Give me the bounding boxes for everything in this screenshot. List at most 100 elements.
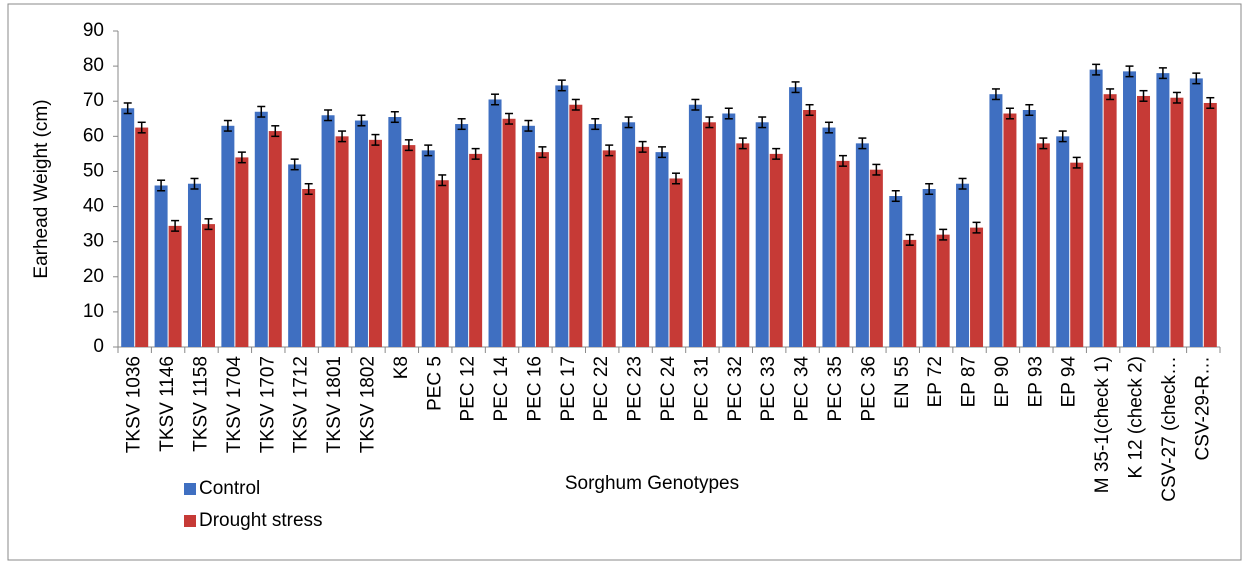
bar [970,227,984,347]
bar [154,185,168,347]
x-tick-label: PEC 24 [658,356,679,422]
bar [1203,102,1217,347]
x-tick-label: TKSV 1146 [157,356,178,452]
bar [602,150,616,347]
x-tick-label: K 12 (check 2) [1126,356,1147,479]
bar [402,145,416,347]
y-tick-label: 0 [93,336,104,357]
bar [903,239,917,347]
bar [755,122,769,348]
bar [235,157,249,347]
x-tick-label: PEC 36 [858,356,879,421]
bar [302,189,316,347]
x-tick-label: CSV-29-R… [1192,356,1213,461]
bar [168,225,182,347]
bar [435,180,449,347]
bar [889,196,903,347]
y-tick-label: 90 [83,20,104,41]
bar [736,143,750,347]
x-tick-label: TKSV 1158 [191,356,212,452]
x-tick-label: PEC 23 [625,356,646,421]
x-tick-label: K8 [391,356,412,379]
y-tick-label: 80 [83,55,104,76]
legend-swatch [184,515,196,527]
y-tick-label: 10 [83,301,104,322]
x-tick-label: CSV-27 (check… [1159,356,1180,502]
bar [488,99,502,347]
bar [569,104,583,347]
y-tick-label: 40 [83,196,104,217]
bar [1170,97,1184,347]
bar [803,110,817,347]
x-tick-label: PEC 33 [758,356,779,421]
bar [201,224,215,347]
bar [502,118,516,348]
bar [268,131,282,347]
bar [1137,95,1151,347]
bar [1103,94,1117,347]
y-tick-label: 60 [83,125,104,146]
bar [335,136,349,347]
bar [254,111,268,347]
x-tick-label: TKSV 1802 [357,356,378,453]
bar [469,153,483,347]
bar [121,108,135,347]
bar [702,122,716,348]
x-tick-label: PEC 31 [691,356,712,421]
x-tick-label: EN 55 [892,356,913,409]
bar [1123,71,1137,347]
bar [368,139,382,347]
bar [288,164,302,347]
x-tick-label: M 35-1(check 1) [1092,356,1113,493]
x-tick-label: PEC 12 [458,356,479,421]
x-tick-label: PEC 34 [792,356,813,422]
bar [455,124,469,348]
bar [421,150,435,347]
legend-swatch [184,483,196,495]
bar [1089,69,1103,347]
x-tick-label: TKSV 1036 [124,356,145,453]
x-tick-label: EP 93 [1025,356,1046,407]
x-tick-label: EP 87 [959,356,980,407]
x-tick-label: PEC 22 [591,356,612,421]
y-tick-label: 70 [83,90,104,111]
bar [822,127,836,347]
x-tick-label: EP 90 [992,356,1013,407]
bar [989,94,1003,347]
legend-label: Drought stress [199,510,323,531]
bar [588,124,602,348]
bar [869,169,883,347]
bar [1189,78,1203,348]
y-tick-label: 50 [83,160,104,181]
bar [769,153,783,347]
bar [622,122,636,348]
bar [521,125,535,347]
legend-label: Control [199,478,260,499]
bar [855,143,869,347]
x-tick-label: TKSV 1801 [324,356,345,453]
x-axis-title: Sorghum Genotypes [565,473,739,494]
x-tick-label: TKSV 1712 [291,356,312,453]
bar [321,115,335,348]
bar [688,104,702,347]
x-tick-label: PEC 35 [825,356,846,421]
x-tick-label: PEC 16 [524,356,545,421]
bar [221,125,235,347]
y-tick-label: 20 [83,266,104,287]
bar [354,120,368,348]
bar [535,152,549,347]
bar [1156,73,1170,347]
bar [836,160,850,347]
x-tick-label: EP 94 [1059,356,1080,408]
y-axis-title: Earhead Weight (cm) [31,99,52,278]
x-tick-label: TKSV 1707 [257,356,278,453]
bar [1056,136,1070,347]
bar [636,146,650,347]
y-tick-label: 30 [83,231,104,252]
bar [388,117,402,348]
bar [555,85,569,347]
bar [1003,113,1017,347]
bar [1036,143,1050,347]
x-tick-label: TKSV 1704 [224,356,245,454]
